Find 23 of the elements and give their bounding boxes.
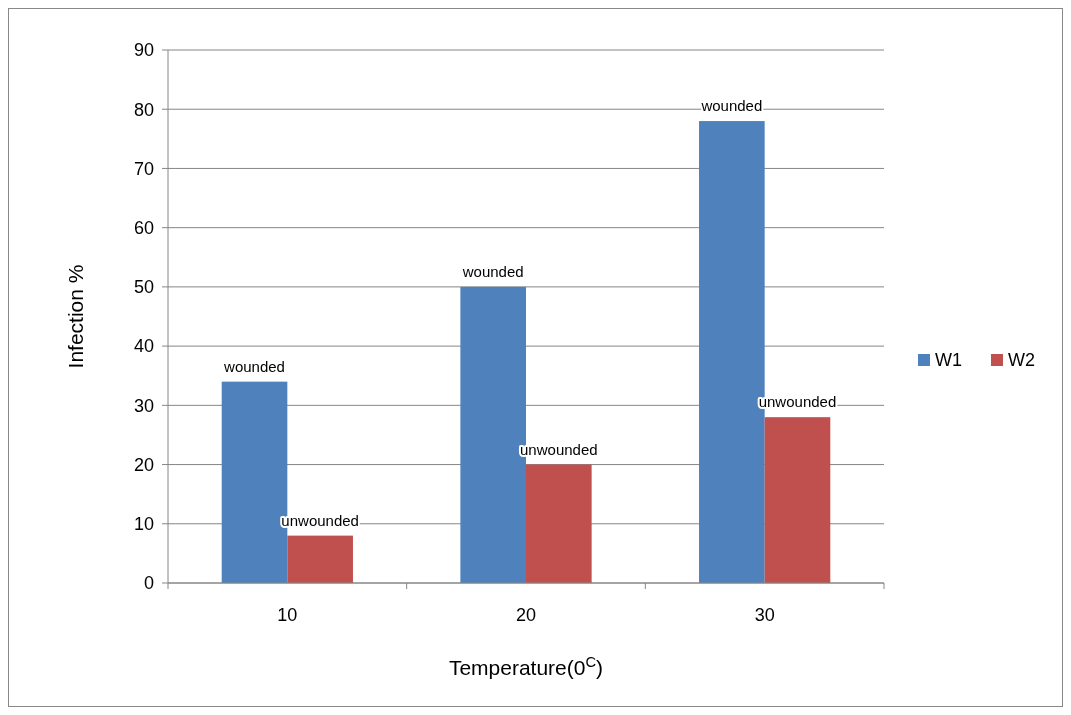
y-tick-label: 70 <box>133 158 154 179</box>
data-label: wounded <box>700 97 763 115</box>
y-tick-label: 80 <box>133 99 154 120</box>
data-label: wounded <box>223 357 285 375</box>
x-tick-label: 20 <box>515 605 537 625</box>
y-axis-title: Infection % <box>64 264 87 369</box>
bar <box>287 535 353 583</box>
y-tick-label: 10 <box>133 514 154 535</box>
y-tick-label: 0 <box>143 573 154 594</box>
legend-label: W1 <box>935 350 962 371</box>
bar <box>526 464 592 583</box>
y-tick-label: 90 <box>133 40 154 61</box>
y-tick-label: 20 <box>133 454 154 475</box>
legend-label: W2 <box>1008 350 1035 371</box>
x-tick-label: 10 <box>277 605 298 625</box>
data-label: wounded <box>461 262 524 280</box>
x-tick-label: 30 <box>754 605 775 625</box>
y-tick-label: 50 <box>133 277 154 298</box>
y-tick-label: 60 <box>133 217 154 238</box>
x-axis-title: Temperature(0$^{C}$) <box>448 654 604 679</box>
bar <box>764 417 831 583</box>
y-tick-label: 30 <box>133 395 154 416</box>
y-tick-label: 40 <box>133 336 154 357</box>
